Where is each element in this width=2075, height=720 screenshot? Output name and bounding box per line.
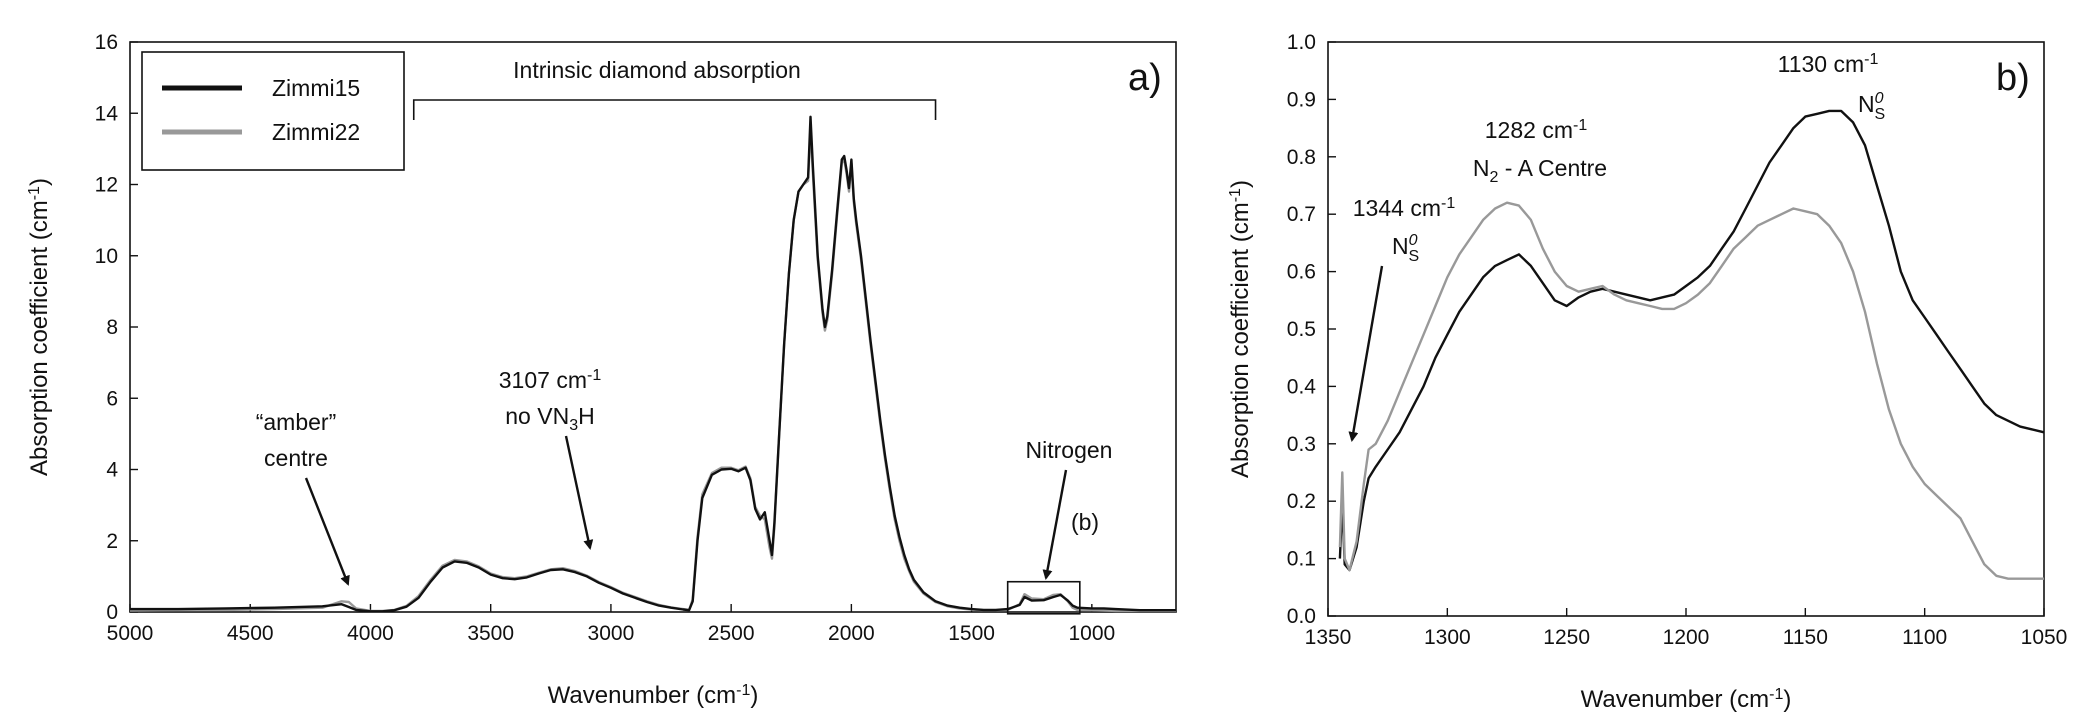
panel-b-y-ticks: 0.0 0.1 0.2 0.3 0.4 0.5 0.6 0.7 0.8 0.9 1.0 — [1287, 31, 1336, 628]
amber-centre-label-2: centre — [264, 445, 328, 471]
inset-reference-label: (b) — [1071, 509, 1099, 535]
x-tick-label: 2000 — [828, 622, 875, 645]
peak-1282-label-2: N2 - A Centre — [1473, 155, 1607, 186]
y-tick-label: 10 — [95, 245, 118, 268]
legend-label-zimmi22: Zimmi22 — [272, 119, 360, 145]
panel-a-y-axis-label: Absorption coefficient (cm-1) — [26, 178, 53, 476]
x-tick-label: 5000 — [107, 622, 154, 645]
nitrogen-arrow — [1042, 469, 1068, 580]
x-tick-label: 1250 — [1543, 626, 1590, 649]
x-tick-label: 2500 — [708, 622, 755, 645]
y-tick-label: 0.2 — [1287, 490, 1316, 513]
y-tick-label: 14 — [95, 102, 119, 125]
y-tick-label: 0.6 — [1287, 261, 1316, 284]
x-tick-label: 1100 — [1902, 626, 1947, 649]
y-tick-label: 0.8 — [1287, 146, 1316, 169]
vn3h-peak-arrow — [564, 435, 594, 550]
peak-1344-label-2: N0 S — [1392, 232, 1419, 265]
amber-centre-arrow — [304, 477, 350, 586]
y-tick-label: 16 — [95, 31, 118, 54]
zoom-region-box — [1006, 580, 1081, 615]
series-line-zimmi22 — [129, 126, 1176, 613]
peak-1344-arrow — [1348, 265, 1384, 442]
panel-a-x-ticks: 5000 4500 4000 3500 3000 2500 2000 1500 1000 — [107, 604, 1115, 645]
panel-a-legend: Zimmi15 Zimmi22 — [141, 51, 405, 171]
y-tick-label: 0.9 — [1287, 88, 1316, 111]
y-tick-label: 2 — [106, 530, 118, 553]
panel-b-series — [1338, 109, 2045, 580]
x-tick-label: 1300 — [1424, 626, 1471, 649]
intrinsic-absorption-bracket: Intrinsic diamond absorption — [412, 57, 937, 120]
series-line-zimmi22 — [1338, 201, 2044, 580]
x-tick-label: 1350 — [1305, 626, 1352, 649]
y-tick-label: 0.4 — [1287, 375, 1317, 398]
panel-b: 0.00.10.20.30.40.50.60.70.80.91.0 1350 13… — [1227, 31, 2067, 713]
legend-frame — [141, 51, 405, 171]
panel-a-label: a) — [1128, 57, 1162, 99]
y-tick-label: 0.5 — [1287, 318, 1316, 341]
x-tick-label: 1000 — [1068, 622, 1115, 645]
intrinsic-absorption-label: Intrinsic diamond absorption — [513, 57, 801, 83]
peak-1130-label-2: N0 S — [1858, 90, 1885, 123]
vn3h-peak-label: 3107 cm-1 — [499, 367, 602, 393]
y-tick-label: 6 — [106, 387, 118, 410]
peak-1344-label: 1344 cm-1 — [1353, 195, 1456, 221]
y-tick-label: 12 — [95, 174, 118, 197]
panel-a-y-ticks: 0 2 4 6 8 10 12 14 16 — [95, 31, 138, 624]
series-line-zimmi15 — [1338, 109, 2045, 572]
panel-a: 0 2 4 6 8 10 12 14 16 5000 4500 4000 3500 3000 2500 20… — [26, 31, 1177, 709]
peak-1282-label: 1282 cm-1 — [1485, 117, 1588, 143]
y-tick-label: 0.3 — [1287, 433, 1316, 456]
panel-a-series — [129, 115, 1176, 613]
panel-b-x-ticks: 1350 1300 1250 1200 1150 1100 1050 — [1305, 608, 2068, 649]
x-tick-label: 4000 — [347, 622, 394, 645]
y-tick-label: 0.0 — [1287, 605, 1316, 628]
y-tick-label: 4 — [106, 459, 118, 482]
x-tick-label: 1150 — [1783, 626, 1828, 649]
panel-b-x-axis-label: Wavenumber (cm-1) — [1581, 686, 1792, 713]
vn3h-peak-label-2: no VN3H — [505, 403, 594, 434]
y-tick-label: 8 — [106, 316, 118, 339]
y-tick-label: 0 — [106, 601, 118, 624]
legend-label-zimmi15: Zimmi15 — [272, 75, 360, 101]
amber-centre-label: “amber” — [256, 409, 337, 435]
panel-b-frame — [1327, 41, 2045, 617]
panel-a-x-axis-label: Wavenumber (cm-1) — [548, 682, 759, 709]
x-tick-label: 1200 — [1663, 626, 1710, 649]
panel-b-y-axis-label: Absorption coefficient (cm-1) — [1227, 180, 1254, 478]
y-tick-label: 0.7 — [1287, 203, 1316, 226]
x-tick-label: 3500 — [467, 622, 514, 645]
peak-1130-label: 1130 cm-1 — [1778, 51, 1879, 77]
series-line-zimmi15 — [130, 115, 1176, 613]
y-tick-label: 0.1 — [1287, 548, 1316, 571]
panel-b-label: b) — [1996, 57, 2030, 99]
x-tick-label: 3000 — [588, 622, 635, 645]
x-tick-label: 1500 — [948, 622, 995, 645]
y-tick-label: 1.0 — [1287, 31, 1316, 54]
x-tick-label: 1050 — [2021, 626, 2068, 649]
x-tick-label: 4500 — [227, 622, 274, 645]
nitrogen-label: Nitrogen — [1026, 437, 1113, 463]
